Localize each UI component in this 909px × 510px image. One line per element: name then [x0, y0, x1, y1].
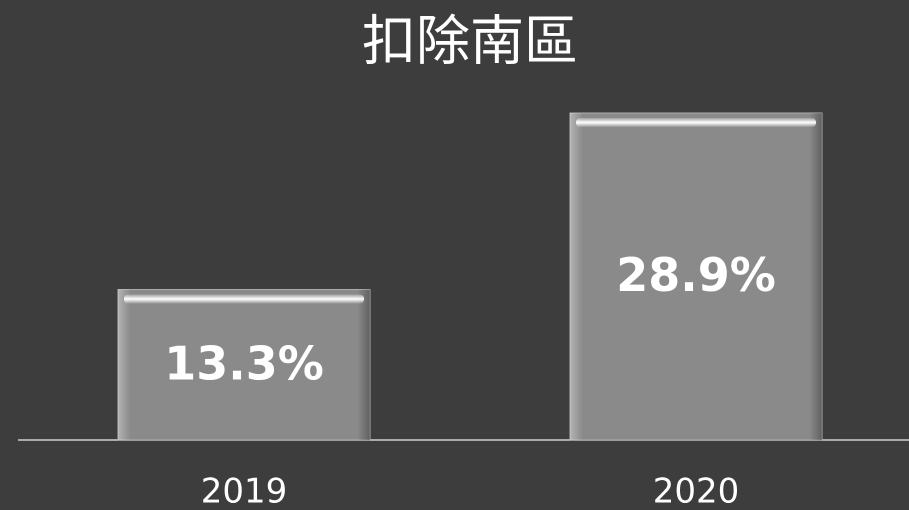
bar-bevel: [570, 113, 822, 440]
value-label: 13.3%: [164, 336, 324, 390]
chart-title: 扣除南區: [362, 10, 578, 73]
x-tick-label: 2019: [201, 472, 288, 510]
value-label: 28.9%: [616, 248, 776, 302]
bar-shine: [124, 294, 364, 304]
x-tick-label: 2020: [653, 472, 740, 510]
bar-shine: [576, 118, 816, 127]
bar-bevel: [118, 289, 370, 440]
